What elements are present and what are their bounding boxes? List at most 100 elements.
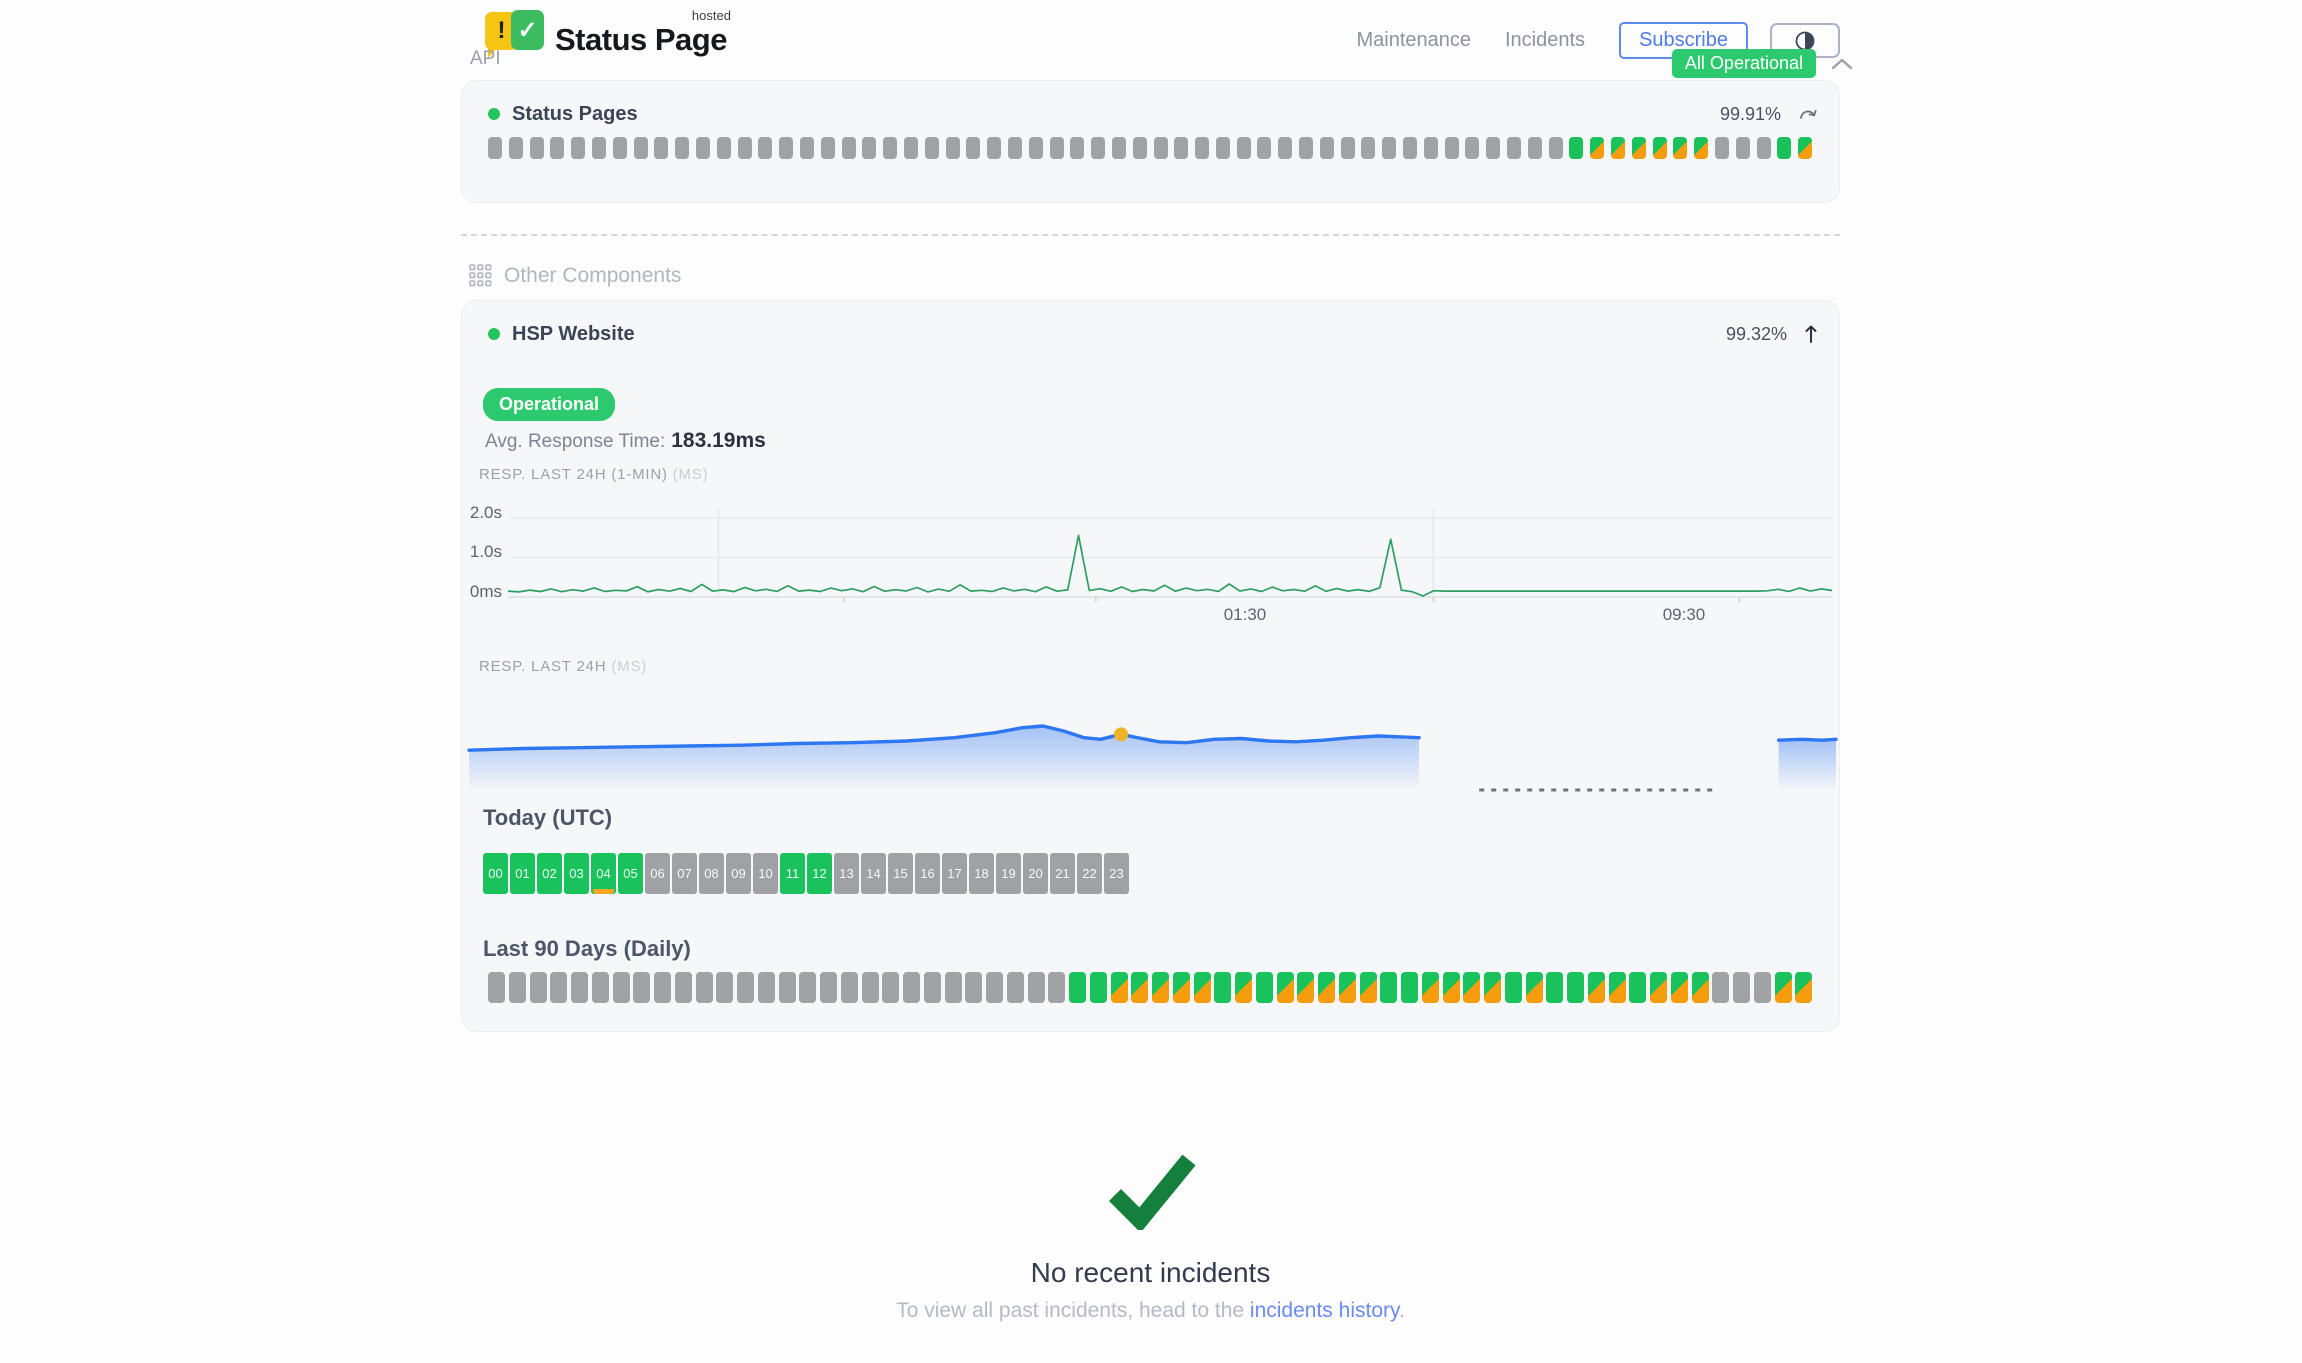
day-block	[1670, 972, 1688, 1003]
hour-block: 02	[537, 853, 562, 894]
hour-block: 13	[834, 853, 859, 894]
day-block	[820, 972, 837, 1003]
brand-text: Status Page hosted	[555, 8, 731, 58]
day-block	[591, 972, 609, 1003]
bar-block	[1715, 137, 1730, 159]
uptime-percent: 99.32%	[1725, 323, 1787, 344]
last90-day-blocks	[488, 972, 1813, 1003]
overall-status-badge: All Operational	[1671, 49, 1816, 78]
bar-block	[945, 137, 960, 159]
bar-block	[966, 137, 981, 159]
incidents-history-link[interactable]: incidents history	[1249, 1299, 1399, 1322]
day-block	[1172, 972, 1190, 1003]
bar-block	[1028, 137, 1043, 159]
bar-block	[820, 137, 835, 159]
bar-block	[1236, 137, 1251, 159]
day-block	[1255, 972, 1273, 1003]
hour-block: 12	[807, 853, 832, 894]
component-name: HSP Website	[512, 322, 635, 345]
chart2-title: RESP. LAST 24H	[479, 658, 607, 675]
ytick-0ms: 0ms	[470, 582, 502, 601]
day-block	[488, 972, 505, 1003]
bar-block	[1777, 137, 1792, 159]
chevron-up-icon[interactable]	[1830, 57, 1854, 71]
chart-marker-dot[interactable]	[1114, 727, 1129, 742]
bar-block	[903, 137, 918, 159]
avg-response-line: Avg. Response Time: 183.19ms	[485, 429, 766, 453]
bar-block	[1195, 137, 1210, 159]
bar-block	[1444, 137, 1459, 159]
day-block	[612, 972, 630, 1003]
component-row-hsp-website[interactable]: HSP Website 99.32%	[488, 319, 1819, 349]
bar-block	[571, 137, 586, 159]
hour-block: 14	[861, 853, 886, 894]
day-block	[1546, 972, 1564, 1003]
bar-block	[508, 137, 523, 159]
hour-block: 07	[672, 853, 697, 894]
bar-block	[758, 137, 773, 159]
section-label-api: API	[470, 48, 501, 69]
day-block	[1110, 972, 1128, 1003]
bar-block	[1382, 137, 1397, 159]
bar-block	[1631, 137, 1646, 159]
hour-block: 21	[1050, 853, 1075, 894]
bar-block	[1215, 137, 1230, 159]
check-bubble-icon: ✓	[511, 10, 544, 50]
bar-block	[695, 137, 710, 159]
day-block	[737, 972, 754, 1003]
bar-block	[1403, 137, 1418, 159]
day-block	[1276, 972, 1294, 1003]
hour-block: 22	[1077, 853, 1102, 894]
api-card: Status Pages 99.91%	[461, 80, 1840, 203]
day-block	[1069, 972, 1086, 1003]
day-block	[1525, 972, 1543, 1003]
nav-maintenance[interactable]: Maintenance	[1356, 29, 1471, 51]
day-block	[1048, 972, 1066, 1003]
bar-block	[1465, 137, 1480, 159]
day-block	[1774, 972, 1792, 1003]
nav-incidents[interactable]: Incidents	[1505, 29, 1586, 51]
day-block	[1297, 972, 1315, 1003]
bar-block	[1527, 137, 1542, 159]
day-block	[799, 972, 817, 1003]
day-block	[1131, 972, 1149, 1003]
bar-block	[654, 137, 669, 159]
bar-block	[1423, 137, 1438, 159]
bar-block	[737, 137, 752, 159]
day-block	[986, 972, 1003, 1003]
brand-logo[interactable]: ! ✓ Status Page hosted	[485, 8, 731, 62]
subtitle-suffix: .	[1398, 1299, 1405, 1322]
day-block	[1712, 972, 1730, 1003]
hour-block: 05	[618, 853, 643, 894]
day-block	[903, 972, 920, 1003]
bar-block	[1735, 137, 1750, 159]
section-divider	[461, 234, 1840, 236]
collapse-up-arrow-icon[interactable]	[1803, 323, 1819, 345]
component-row-status-pages[interactable]: Status Pages 99.91%	[488, 99, 1819, 129]
no-incidents-title: No recent incidents	[1030, 1257, 1271, 1288]
bar-block	[841, 137, 856, 159]
bar-block	[1070, 137, 1085, 159]
bar-block	[862, 137, 877, 159]
day-block	[1401, 972, 1418, 1003]
day-block	[1504, 972, 1522, 1003]
response-time-line-chart: 2.0s 1.0s 0ms 01:30 09:30	[470, 503, 1833, 624]
bar-block	[1694, 137, 1709, 159]
bar-block	[1798, 137, 1813, 159]
day-block	[1421, 972, 1439, 1003]
day-block	[1567, 972, 1584, 1003]
redo-arrow-icon[interactable]	[1797, 104, 1819, 124]
day-block	[1214, 972, 1232, 1003]
bar-block	[1340, 137, 1355, 159]
hour-block: 17	[942, 853, 967, 894]
day-block	[778, 972, 796, 1003]
hour-block: 04	[591, 853, 616, 894]
bar-block	[633, 137, 648, 159]
hour-block: 23	[1104, 853, 1129, 894]
day-block	[1089, 972, 1107, 1003]
bar-block	[675, 137, 690, 159]
xtick-0130: 01:30	[1224, 605, 1267, 624]
day-block	[1235, 972, 1252, 1003]
day-block	[1463, 972, 1481, 1003]
bar-block	[1111, 137, 1126, 159]
